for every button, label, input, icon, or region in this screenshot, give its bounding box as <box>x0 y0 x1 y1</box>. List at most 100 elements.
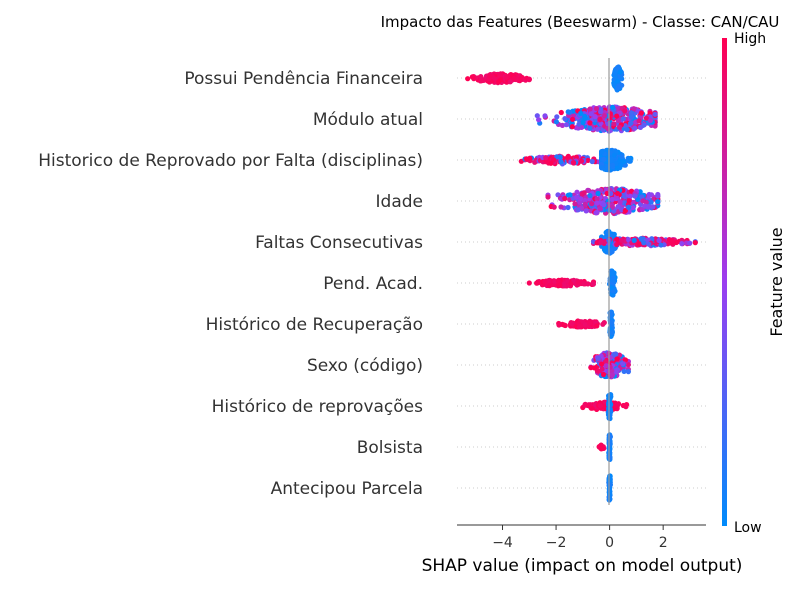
shap-point <box>567 192 573 198</box>
shap-point <box>611 82 617 88</box>
shap-point <box>561 283 567 289</box>
shap-point <box>609 162 616 168</box>
shap-point <box>601 246 608 253</box>
shap-point <box>622 123 628 129</box>
shap-point <box>611 121 617 127</box>
shap-point <box>554 114 560 120</box>
shap-point <box>553 119 560 125</box>
shap-point <box>637 189 643 195</box>
shap-point <box>575 207 581 213</box>
shap-point <box>621 159 627 165</box>
feature-label: Módulo atual <box>313 110 423 130</box>
shap-point <box>576 121 582 127</box>
shap-point <box>595 355 601 361</box>
x-tick-label: 0 <box>605 535 614 551</box>
colorbar-high-label: High <box>734 31 766 47</box>
shap-point <box>601 202 607 208</box>
shap-point <box>578 196 584 202</box>
shap-point <box>595 190 601 197</box>
feature-label: Possui Pendência Financeira <box>184 69 423 89</box>
shap-point <box>639 194 645 200</box>
shap-point <box>692 240 698 246</box>
shap-point <box>534 113 540 119</box>
colorbar-title: Feature value <box>767 227 786 336</box>
shap-point <box>581 281 587 287</box>
shap-point <box>601 320 607 326</box>
shap-point <box>631 106 637 112</box>
shap-point <box>582 197 588 204</box>
shap-point <box>628 114 635 120</box>
shap-point <box>617 199 623 205</box>
shap-point <box>648 199 654 205</box>
shap-point <box>594 200 600 206</box>
shap-point <box>616 117 622 124</box>
shap-point <box>564 277 570 283</box>
data-points <box>465 64 698 503</box>
shap-point <box>593 106 600 112</box>
shap-point <box>617 69 623 75</box>
shap-point <box>601 156 607 162</box>
shap-point <box>534 280 540 286</box>
shap-point <box>614 78 621 84</box>
shap-point <box>621 368 627 374</box>
shap-point <box>496 79 502 85</box>
shap-point <box>558 109 564 116</box>
shap-point <box>585 281 591 287</box>
shap-point <box>558 159 564 165</box>
shap-point <box>608 330 615 336</box>
shap-point <box>571 277 577 283</box>
shap-point <box>652 111 658 117</box>
shap-point <box>572 201 578 207</box>
feature-label: Historico de Reprovado por Falta (discip… <box>38 151 423 171</box>
shap-point <box>599 161 605 167</box>
shap-point <box>607 355 613 361</box>
x-axis-ticks: −4 −2 0 2 <box>492 525 668 551</box>
shap-point <box>594 196 600 202</box>
shap-point <box>591 365 598 371</box>
shap-point <box>599 366 605 372</box>
shap-point <box>598 239 604 245</box>
shap-point <box>573 154 580 160</box>
shap-point <box>620 192 626 198</box>
shap-point <box>623 404 629 410</box>
shap-point <box>587 125 593 131</box>
shap-point <box>542 113 548 119</box>
shap-point <box>526 280 532 286</box>
feature-rows: Possui Pendência Financeira Módulo atual H… <box>38 69 706 499</box>
shap-point <box>503 74 509 80</box>
shap-point <box>614 236 620 242</box>
shap-point <box>507 79 513 85</box>
shap-point <box>636 241 642 247</box>
shap-point <box>611 152 617 158</box>
shap-point <box>645 195 651 201</box>
shap-point <box>565 109 571 115</box>
shap-point <box>562 322 568 329</box>
shap-point <box>588 111 594 117</box>
shap-point <box>478 78 484 84</box>
shap-point <box>607 454 613 461</box>
shap-point <box>570 116 576 122</box>
shap-point <box>599 149 605 155</box>
shap-point <box>551 204 557 210</box>
feature-label: Histórico de reprovações <box>212 397 424 417</box>
feature-label: Bolsista <box>357 438 423 458</box>
feature-label: Faltas Consecutivas <box>255 233 423 253</box>
shap-point <box>614 356 620 362</box>
shap-point <box>628 120 634 126</box>
shap-point <box>687 240 693 246</box>
colorbar <box>722 38 727 526</box>
shap-point <box>583 208 589 214</box>
shap-point <box>578 110 584 116</box>
shap-point <box>543 155 549 161</box>
shap-point <box>635 196 641 202</box>
shap-point <box>465 76 471 82</box>
shap-point <box>598 109 604 115</box>
shap-point <box>619 154 625 160</box>
shap-point <box>599 445 605 452</box>
shap-point <box>536 117 542 123</box>
shap-point <box>545 194 551 200</box>
shap-point <box>624 127 630 133</box>
shap-point <box>574 194 580 200</box>
shap-point <box>593 210 600 216</box>
shap-point <box>532 159 538 165</box>
